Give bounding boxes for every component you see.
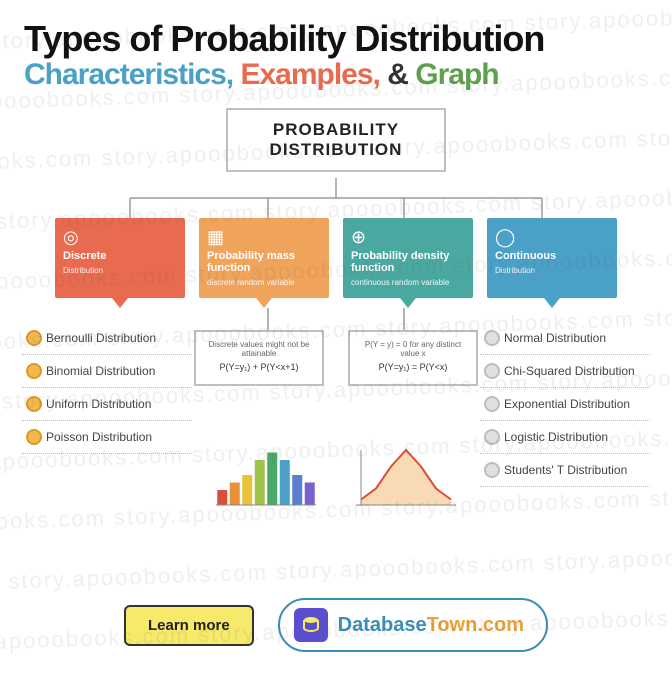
continuous-list: Normal Distribution Chi-Squared Distribu…: [480, 322, 650, 487]
card-pmf: ▦ Probability mass function discrete ran…: [199, 218, 329, 298]
database-icon: [294, 608, 328, 642]
bar-chart: [216, 440, 316, 510]
learn-more-button[interactable]: Learn more: [124, 605, 254, 646]
discrete-list: Bernoulli Distribution Binomial Distribu…: [22, 322, 192, 487]
card-pdf: ⊕ Probability density function continuou…: [343, 218, 473, 298]
brand-part2: Town: [427, 614, 478, 636]
category-cards: ◎ Discrete Distribution ▦ Probability ma…: [0, 218, 672, 298]
card-title: Discrete: [63, 250, 177, 262]
card-title: Continuous: [495, 250, 609, 262]
brand-text: DatabaseTown.com: [338, 614, 524, 637]
brand-part1: Database: [338, 614, 427, 636]
title-block: Types of Probability Distribution Charac…: [0, 0, 672, 98]
card-title: Probability density function: [351, 250, 465, 274]
list-item: Uniform Distribution: [22, 388, 192, 421]
brand-pill[interactable]: DatabaseTown.com: [278, 598, 548, 652]
footer: Learn more DatabaseTown.com: [0, 598, 672, 652]
list-item: Poisson Distribution: [22, 421, 192, 454]
example-discrete: Discrete values might not be attainable …: [194, 330, 324, 386]
title-amp: &: [387, 58, 408, 91]
globe-icon: ⊕: [351, 228, 465, 246]
list-item: Exponential Distribution: [480, 388, 650, 421]
example-formula: P(Y=y₁) + P(Y<x+1): [204, 362, 314, 372]
card-sub: discrete random variable: [207, 278, 321, 287]
list-item: Students' T Distribution: [480, 454, 650, 487]
root-line2: DISTRIBUTION: [236, 140, 436, 160]
list-item: Normal Distribution: [480, 322, 650, 355]
card-sub: Distribution: [495, 266, 609, 275]
root-node: PROBABILITY DISTRIBUTION: [226, 108, 446, 172]
example-text: P(Y = y) = 0 for any distinct value x: [358, 340, 468, 358]
example-continuous: P(Y = y) = 0 for any distinct value x P(…: [348, 330, 478, 386]
target-icon: ◎: [63, 228, 177, 246]
grid-icon: ▦: [207, 228, 321, 246]
list-item: Logistic Distribution: [480, 421, 650, 454]
example-boxes: Discrete values might not be attainable …: [194, 330, 478, 386]
brand-suffix: .com: [477, 614, 524, 636]
bell-curve: [356, 440, 456, 510]
title-examples: Examples,: [240, 58, 379, 91]
list-item: Bernoulli Distribution: [22, 322, 192, 355]
list-item: Binomial Distribution: [22, 355, 192, 388]
card-discrete: ◎ Discrete Distribution: [55, 218, 185, 298]
mini-charts: [216, 440, 456, 510]
list-item: Chi-Squared Distribution: [480, 355, 650, 388]
card-sub: continuous random variable: [351, 278, 465, 287]
root-line1: PROBABILITY: [236, 120, 436, 140]
card-continuous: ◯ Continuous Distribution: [487, 218, 617, 298]
title-graph: Graph: [415, 58, 498, 91]
card-title: Probability mass function: [207, 250, 321, 274]
card-sub: Distribution: [63, 266, 177, 275]
title-characteristics: Characteristics,: [24, 58, 233, 91]
title-main: Types of Probability Distribution: [24, 18, 648, 60]
example-text: Discrete values might not be attainable: [204, 340, 314, 358]
example-formula: P(Y=y₁) = P(Y<x): [358, 362, 468, 372]
title-sub: Characteristics, Examples, & Graph: [24, 58, 648, 92]
circle-icon: ◯: [495, 228, 609, 246]
